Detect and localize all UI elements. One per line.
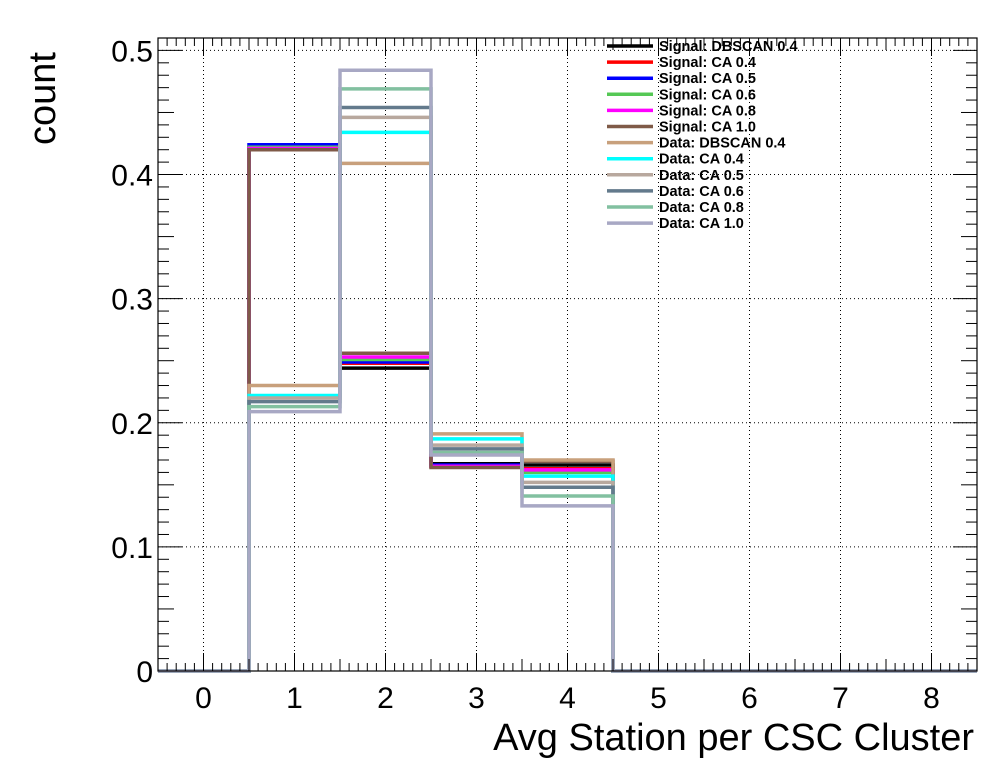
legend-label: Signal: DBSCAN 0.4 <box>659 39 798 55</box>
y-tick-label: 0.1 <box>111 532 153 565</box>
y-tick-label: 0 <box>136 656 153 689</box>
legend-label: Signal: CA 0.4 <box>659 55 756 71</box>
x-axis-title: Avg Station per CSC Cluster <box>493 717 974 759</box>
legend-label: Data: CA 0.6 <box>659 184 744 200</box>
y-tick-label: 0.2 <box>111 408 153 441</box>
y-tick-label: 0.5 <box>111 35 153 68</box>
legend-label: Data: CA 0.4 <box>659 152 744 168</box>
x-tick-label: 2 <box>377 682 394 715</box>
y-tick-label: 0.3 <box>111 284 153 317</box>
legend-label: Signal: CA 0.6 <box>659 87 756 103</box>
legend-label: Data: CA 0.8 <box>659 200 744 216</box>
x-tick-label: 8 <box>923 682 940 715</box>
legend-label: Signal: CA 1.0 <box>659 120 756 136</box>
x-tick-label: 1 <box>286 682 303 715</box>
x-tick-label: 4 <box>559 682 576 715</box>
x-tick-label: 3 <box>468 682 485 715</box>
axes: 0 1 2 3 4 5 6 7 8 0 0.1 0.2 0.3 0.4 0.5 <box>111 35 978 715</box>
legend-label: Signal: CA 0.8 <box>659 103 756 119</box>
x-tick-label: 0 <box>195 682 212 715</box>
legend-label: Signal: CA 0.5 <box>659 71 756 87</box>
x-tick-label: 5 <box>650 682 667 715</box>
x-tick-label: 6 <box>741 682 758 715</box>
legend-label: Data: DBSCAN 0.4 <box>659 136 786 152</box>
x-tick-label: 7 <box>832 682 849 715</box>
y-tick-label: 0.4 <box>111 160 153 193</box>
legend-label: Data: CA 0.5 <box>659 168 744 184</box>
y-axis-title: count <box>22 52 64 145</box>
legend-label: Data: CA 1.0 <box>659 216 744 232</box>
